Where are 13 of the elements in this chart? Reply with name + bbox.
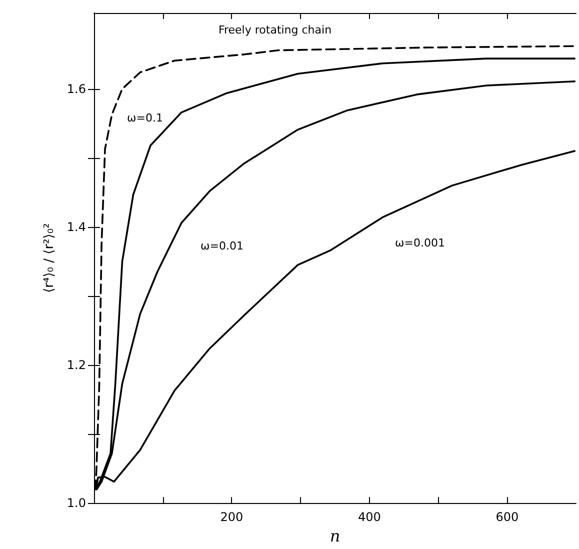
text: 1.0 [66,496,86,510]
y-axis-title: ⟨r⁴⟩₀ / ⟨r²⟩₀² [42,223,58,293]
annotation: ω=0.1 [127,112,163,124]
annotation: Freely rotating chain [218,24,332,36]
x-axis-title: n [330,526,340,546]
x-tick-label: 400 [358,510,381,524]
annotation: ω=0.01 [200,240,244,252]
y-tick-label: 1.6 [66,82,86,96]
y-tick-label: 1.2 [66,358,86,372]
annotation: ω=0.001 [395,236,445,250]
x-tick-label: 600 [496,510,519,524]
y-tick-label: 1.4 [66,220,86,234]
x-tick-label: 200 [220,510,244,524]
